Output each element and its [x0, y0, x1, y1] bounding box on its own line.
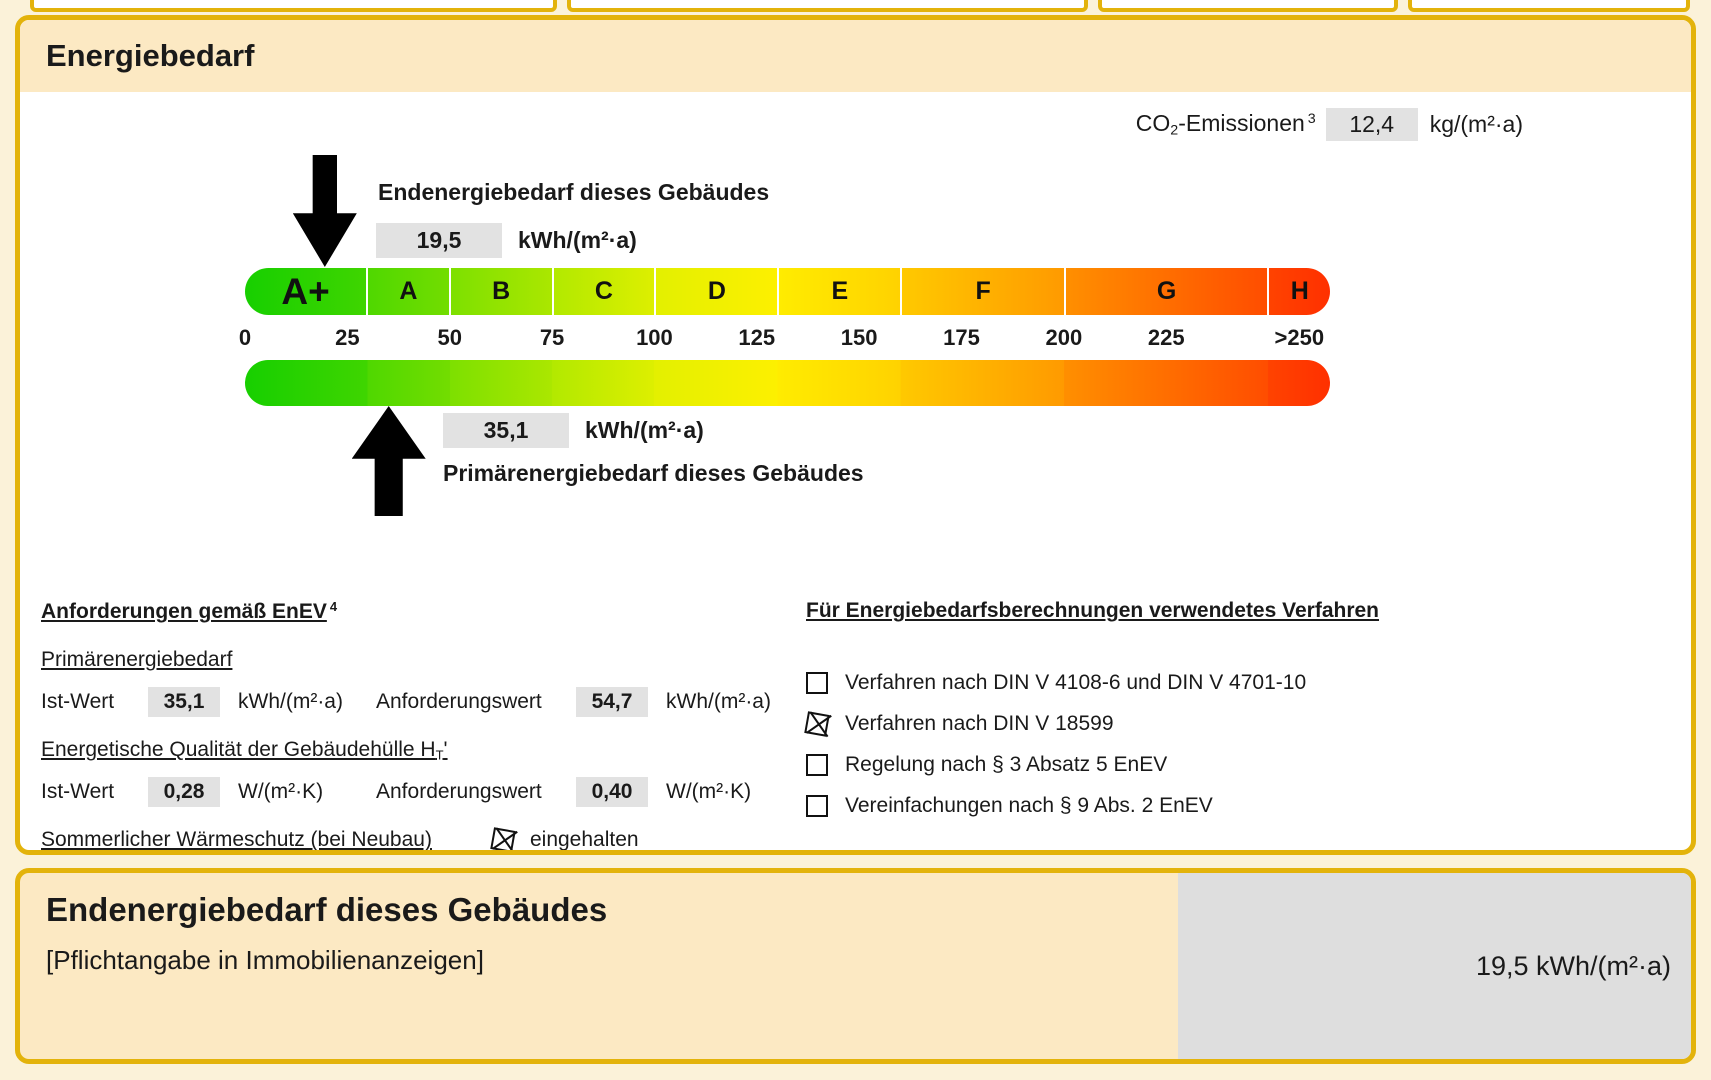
- scale-band-A: A: [368, 268, 451, 315]
- primary-ist-value-field[interactable]: 35,1: [148, 687, 220, 718]
- summer-heat-protection-status: eingehalten: [529, 828, 639, 852]
- scale-tick-25: 25: [335, 324, 360, 350]
- method-checkbox-regelung-par3[interactable]: [806, 753, 828, 776]
- scale-band-A+: A+: [245, 268, 369, 315]
- cutoff-panel: [1408, 0, 1690, 12]
- energy-scale-gradient: [245, 360, 1330, 406]
- cutoff-panel: [1098, 0, 1398, 12]
- scale-band-D: D: [656, 268, 780, 315]
- energiebedarf-section: Energiebedarf CO2-Emissionen 3 12,4 kg/(m…: [15, 15, 1696, 855]
- scale-tick-50: 50: [437, 324, 462, 350]
- summer-heat-protection-checkbox[interactable]: [490, 827, 516, 850]
- scale-band-G: G: [1065, 268, 1270, 315]
- envelope-values-row: Ist-Wert 0,28 W/(m²·K) Anforderungswert …: [41, 777, 806, 808]
- scale-tick-150: 150: [840, 324, 878, 350]
- method-label: Verfahren nach DIN V 4108-6 und DIN V 47…: [845, 670, 1307, 694]
- envelope-req-unit: W/(m²·K): [666, 780, 752, 804]
- method-label: Regelung nach § 3 Absatz 5 EnEV: [845, 752, 1168, 776]
- method-checkbox-din-18599[interactable]: [804, 710, 830, 737]
- summer-heat-protection-label: Sommerlicher Wärmeschutz (bei Neubau): [41, 828, 432, 852]
- co2-emissions-row: CO2-Emissionen 3 12,4 kg/(m²·a): [20, 102, 1691, 146]
- summary-section: Endenergiebedarf dieses Gebäudes [Pflich…: [15, 868, 1696, 1064]
- cutoff-panel: [567, 0, 1088, 12]
- method-label: Verfahren nach DIN V 18599: [845, 711, 1114, 735]
- co2-value-field[interactable]: 12,4: [1325, 107, 1418, 141]
- summer-heat-protection-row: Sommerlicher Wärmeschutz (bei Neubau) ei…: [41, 827, 806, 852]
- anforderungswert-label: Anforderungswert: [376, 780, 542, 804]
- scale-band-E: E: [779, 268, 903, 315]
- scale-tick-gt250: >250: [1274, 324, 1325, 350]
- cutoff-panel: [30, 0, 557, 12]
- summary-value: 19,5 kWh/(m²·a): [1475, 950, 1671, 981]
- method-row-din-18599: Verfahren nach DIN V 18599: [804, 710, 1670, 737]
- summary-value-panel: 19,5 kWh/(m²·a): [1178, 873, 1691, 1059]
- scale-tick-100: 100: [636, 324, 673, 350]
- primary-energy-arrow: [351, 406, 426, 516]
- energy-scale-ticks: 0 25 50 75 100 125 150 175 200 225 >250: [239, 315, 1330, 360]
- scale-tick-200: 200: [1045, 324, 1083, 350]
- end-energy-value-row: 19,5 kWh/(m²·a): [376, 223, 637, 258]
- summary-text: Endenergiebedarf dieses Gebäudes [Pflich…: [20, 873, 1178, 1059]
- section-content: CO2-Emissionen 3 12,4 kg/(m²·a) Endenergi…: [20, 102, 1691, 852]
- cutoff-strip: [30, 0, 1690, 12]
- scale-band-B: B: [450, 268, 554, 315]
- primary-energy-values-row: Ist-Wert 35,1 kWh/(m²·a) Anforderungswer…: [41, 687, 806, 718]
- primary-req-value-field[interactable]: 54,7: [576, 687, 648, 718]
- ist-wert-label: Ist-Wert: [41, 780, 115, 804]
- scale-band-H: H: [1269, 268, 1330, 315]
- primary-req-unit: kWh/(m²·a): [666, 690, 771, 714]
- end-energy-value-field[interactable]: 19,5: [376, 223, 502, 258]
- primary-energy-unit: kWh/(m²·a): [585, 417, 704, 443]
- summary-subtitle: [Pflichtangabe in Immobilienanzeigen]: [46, 945, 484, 975]
- primary-energy-value-field[interactable]: 35,1: [443, 413, 569, 448]
- co2-emissions-label: CO2-Emissionen 3: [1135, 109, 1316, 139]
- primary-energy-label: Primärenergiebedarf dieses Gebäudes: [443, 460, 864, 486]
- envelope-req-value-field[interactable]: 0,40: [576, 777, 648, 808]
- energy-scale-bands: A+ A B C D E F G H: [245, 268, 1330, 315]
- method-row-vereinfachungen-par9: Vereinfachungen nach § 9 Abs. 2 EnEV: [806, 792, 1670, 819]
- method-checkbox-vereinfachungen-par9[interactable]: [806, 794, 828, 817]
- scale-tick-125: 125: [738, 324, 776, 350]
- requirements-section: Anforderungen gemäß EnEV 4 Primärenergieb…: [20, 591, 1691, 852]
- methods-heading: Für Energiebedarfsberechnungen verwendet…: [806, 599, 1380, 622]
- primary-energy-value-row: 35,1 kWh/(m²·a): [443, 413, 704, 448]
- scale-band-C: C: [553, 268, 657, 315]
- energy-scale: A+ A B C D E F G H 0 25 50 75 100 125 150 175 200 225 >250: [239, 155, 1330, 516]
- envelope-ist-unit: W/(m²·K): [238, 780, 324, 804]
- enev-requirements-column: Anforderungen gemäß EnEV 4 Primärenergieb…: [41, 599, 806, 852]
- primary-ist-unit: kWh/(m²·a): [238, 690, 343, 714]
- scale-tick-175: 175: [943, 324, 980, 350]
- method-row-din-4108: Verfahren nach DIN V 4108-6 und DIN V 47…: [806, 669, 1670, 696]
- summary-title: Endenergiebedarf dieses Gebäudes: [46, 891, 608, 928]
- energy-scale-chart: Endenergiebedarf dieses Gebäudes 19,5 kW…: [20, 146, 1691, 591]
- ist-wert-label: Ist-Wert: [41, 690, 115, 714]
- scale-band-F: F: [902, 268, 1066, 315]
- end-energy-arrow: [292, 155, 357, 267]
- envelope-ist-value-field[interactable]: 0,28: [148, 777, 220, 808]
- scale-tick-0: 0: [238, 324, 252, 350]
- end-energy-label: Endenergiebedarf dieses Gebäudes: [378, 179, 770, 205]
- calculation-methods-column: Für Energiebedarfsberechnungen verwendet…: [804, 599, 1670, 850]
- envelope-section-title: Energetische Qualität der Gebäudehülle H…: [41, 738, 448, 763]
- scale-tick-225: 225: [1147, 324, 1185, 350]
- method-row-regelung-par3: Regelung nach § 3 Absatz 5 EnEV: [806, 751, 1670, 778]
- scale-tick-75: 75: [539, 324, 565, 350]
- primary-energy-section-title: Primärenergiebedarf: [41, 648, 233, 672]
- method-label: Vereinfachungen nach § 9 Abs. 2 EnEV: [845, 793, 1213, 817]
- method-checkbox-din-4108[interactable]: [806, 671, 828, 694]
- section-title: Energiebedarf: [46, 38, 255, 73]
- end-energy-unit: kWh/(m²·a): [518, 227, 637, 253]
- anforderungswert-label: Anforderungswert: [376, 690, 542, 714]
- co2-unit: kg/(m²·a): [1429, 110, 1523, 137]
- section-header: Energiebedarf: [20, 20, 1691, 92]
- enev-requirements-heading: Anforderungen gemäß EnEV 4: [41, 599, 338, 624]
